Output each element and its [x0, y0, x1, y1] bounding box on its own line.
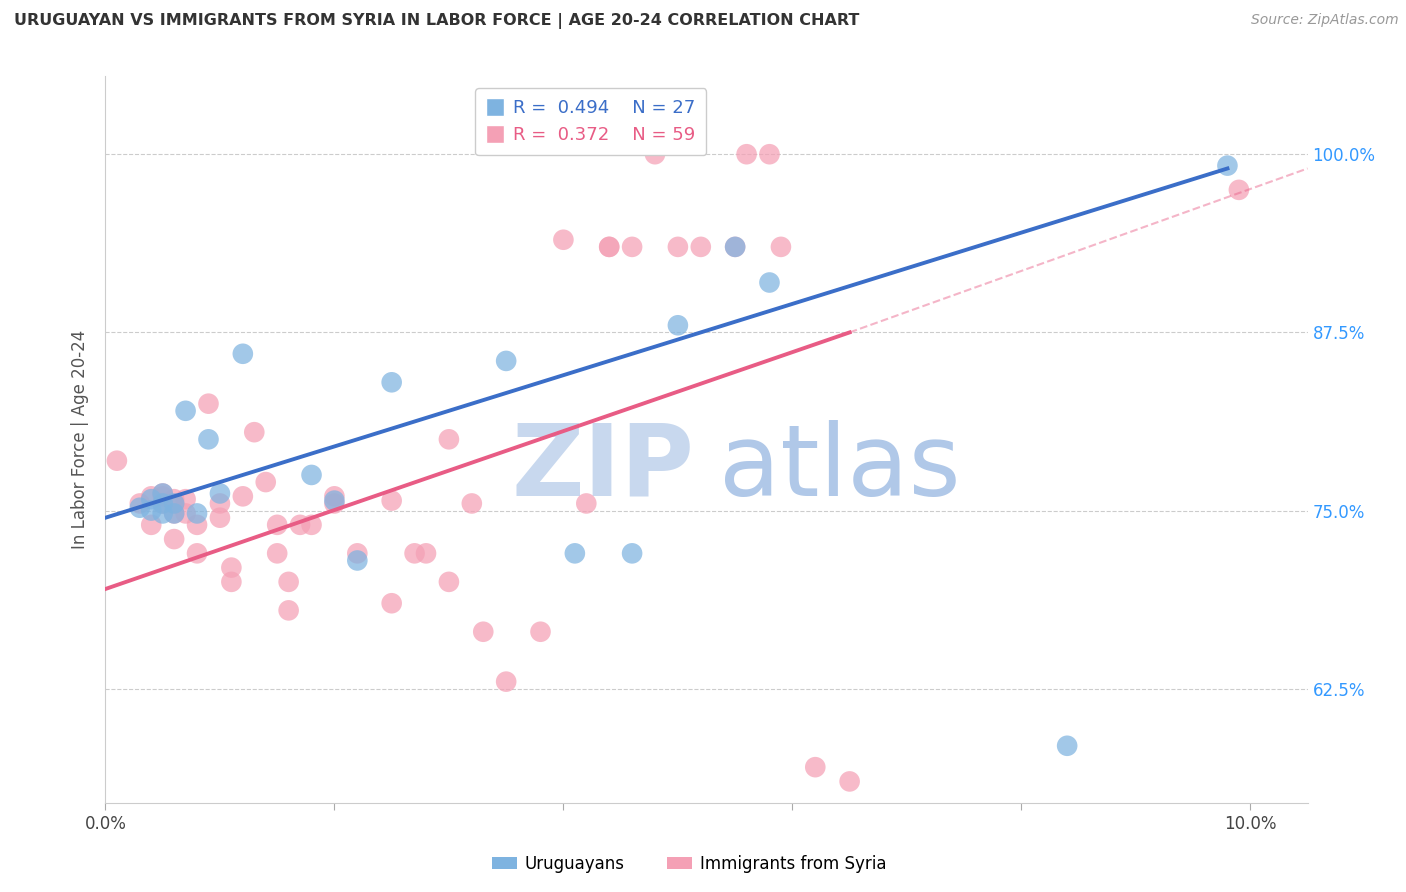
Point	[472, 624, 495, 639]
Text: Source: ZipAtlas.com: Source: ZipAtlas.com	[1251, 13, 1399, 28]
Point	[769, 240, 792, 254]
Point	[141, 489, 163, 503]
Point	[346, 553, 368, 567]
Point	[232, 489, 254, 503]
Point	[381, 596, 404, 610]
Point	[254, 475, 277, 489]
Point	[208, 510, 231, 524]
Point	[288, 517, 311, 532]
Point	[266, 517, 288, 532]
Text: ZIP: ZIP	[512, 420, 695, 516]
Point	[128, 500, 150, 515]
Point	[804, 760, 827, 774]
Point	[208, 486, 231, 500]
Point	[197, 432, 219, 446]
Point	[163, 496, 186, 510]
Point	[724, 240, 747, 254]
Point	[174, 507, 197, 521]
Point	[141, 517, 163, 532]
Point	[495, 674, 517, 689]
Point	[666, 240, 689, 254]
Point	[598, 240, 620, 254]
Point	[758, 276, 780, 290]
Point	[301, 517, 323, 532]
Point	[152, 489, 174, 503]
Point	[152, 486, 174, 500]
Point	[186, 546, 208, 560]
Point	[1056, 739, 1078, 753]
Point	[621, 546, 644, 560]
Point	[724, 240, 747, 254]
Point	[105, 453, 128, 467]
Point	[666, 318, 689, 333]
Point	[163, 492, 186, 507]
Point	[163, 532, 186, 546]
Point	[163, 496, 186, 510]
Point	[152, 496, 174, 510]
Point	[174, 404, 197, 418]
Point	[163, 507, 186, 521]
Point	[598, 240, 620, 254]
Point	[758, 147, 780, 161]
Point	[461, 496, 484, 510]
Point	[163, 507, 186, 521]
Point	[221, 574, 243, 589]
Point	[529, 624, 551, 639]
Point	[346, 546, 368, 560]
Point	[221, 560, 243, 574]
Point	[152, 486, 174, 500]
Point	[152, 496, 174, 510]
Point	[174, 492, 197, 507]
Point	[323, 493, 346, 508]
Point	[495, 354, 517, 368]
Point	[243, 425, 266, 440]
Point	[232, 347, 254, 361]
Point	[186, 507, 208, 521]
Point	[437, 574, 460, 589]
Point	[1227, 183, 1250, 197]
Point	[323, 489, 346, 503]
Point	[381, 493, 404, 508]
Point	[553, 233, 575, 247]
Point	[838, 774, 860, 789]
Point	[404, 546, 426, 560]
Point	[266, 546, 288, 560]
Point	[186, 517, 208, 532]
Point	[621, 240, 644, 254]
Point	[437, 432, 460, 446]
Point	[689, 240, 711, 254]
Point	[381, 376, 404, 390]
Point	[735, 147, 758, 161]
Point	[415, 546, 437, 560]
Text: atlas: atlas	[718, 420, 960, 516]
Point	[141, 503, 163, 517]
Point	[575, 496, 598, 510]
Point	[323, 496, 346, 510]
Point	[208, 496, 231, 510]
Point	[197, 397, 219, 411]
Point	[141, 492, 163, 507]
Point	[128, 496, 150, 510]
Point	[152, 507, 174, 521]
Point	[644, 147, 666, 161]
Text: URUGUAYAN VS IMMIGRANTS FROM SYRIA IN LABOR FORCE | AGE 20-24 CORRELATION CHART: URUGUAYAN VS IMMIGRANTS FROM SYRIA IN LA…	[14, 13, 859, 29]
Point	[1216, 159, 1239, 173]
Point	[277, 574, 299, 589]
Y-axis label: In Labor Force | Age 20-24: In Labor Force | Age 20-24	[72, 330, 90, 549]
Point	[277, 603, 299, 617]
Point	[301, 467, 323, 482]
Legend: R =  0.494    N = 27, R =  0.372    N = 59: R = 0.494 N = 27, R = 0.372 N = 59	[475, 88, 706, 155]
Legend: Uruguayans, Immigrants from Syria: Uruguayans, Immigrants from Syria	[485, 848, 893, 880]
Point	[564, 546, 586, 560]
